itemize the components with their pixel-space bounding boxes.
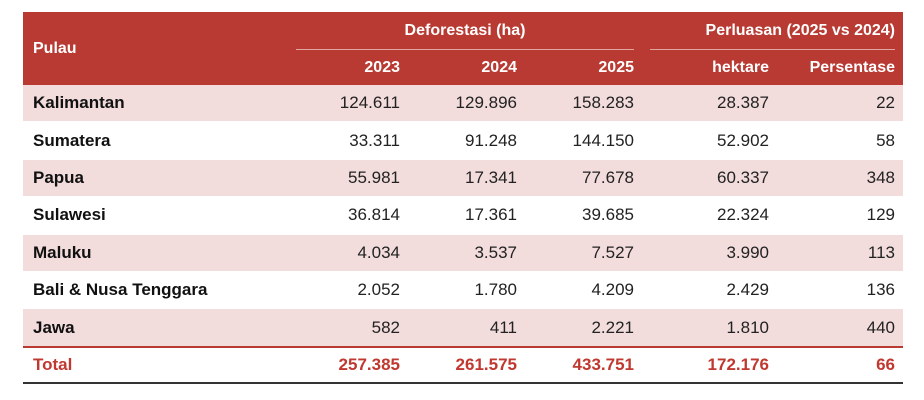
header-group-perluasan-label: Perluasan (2025 vs 2024) xyxy=(705,22,895,39)
cell-2025: 144.150 xyxy=(525,121,642,160)
header-group-deforestasi: Deforestasi (ha) xyxy=(288,12,642,50)
cell-2023: 55.981 xyxy=(288,159,408,198)
cell-2024: 1.780 xyxy=(408,271,525,310)
cell-2025: 158.283 xyxy=(525,85,642,123)
cell-2024: 129.896 xyxy=(408,85,525,123)
cell-pulau: Bali & Nusa Tenggara xyxy=(23,271,288,310)
cell-persentase: 58 xyxy=(777,121,903,160)
cell-2023: 582 xyxy=(288,308,408,348)
cell-pulau: Sulawesi xyxy=(23,196,288,235)
cell-2025: 77.678 xyxy=(525,159,642,198)
table-row: Maluku 4.034 3.537 7.527 3.990 113 xyxy=(23,234,903,272)
cell-persentase: 440 xyxy=(777,308,903,348)
cell-pulau: Kalimantan xyxy=(23,85,288,123)
cell-2024: 261.575 xyxy=(408,345,525,384)
cell-2023: 257.385 xyxy=(288,345,408,384)
cell-hektare: 22.324 xyxy=(642,196,777,235)
cell-persentase: 136 xyxy=(777,271,903,310)
cell-persentase: 113 xyxy=(777,234,903,272)
cell-hektare: 60.337 xyxy=(642,159,777,198)
cell-hektare: 172.176 xyxy=(642,345,777,384)
cell-hektare: 2.429 xyxy=(642,271,777,310)
cell-hektare: 28.387 xyxy=(642,85,777,123)
table-row: Bali & Nusa Tenggara 2.052 1.780 4.209 2… xyxy=(23,271,903,310)
header-col-2023: 2023 xyxy=(288,50,408,85)
cell-pulau: Total xyxy=(23,345,288,384)
cell-persentase: 129 xyxy=(777,196,903,235)
cell-2023: 36.814 xyxy=(288,196,408,235)
table-row: Papua 55.981 17.341 77.678 60.337 348 xyxy=(23,159,903,198)
cell-pulau: Jawa xyxy=(23,308,288,348)
cell-2024: 3.537 xyxy=(408,234,525,272)
cell-persentase: 348 xyxy=(777,159,903,198)
table-row: Kalimantan 124.611 129.896 158.283 28.38… xyxy=(23,85,903,123)
deforestation-table: Pulau Deforestasi (ha) Perluasan (2025 v… xyxy=(23,12,903,384)
header-row-columns: 2023 2024 2025 hektare Persentase xyxy=(23,50,903,85)
table-row: Sulawesi 36.814 17.361 39.685 22.324 129 xyxy=(23,196,903,235)
cell-persentase: 22 xyxy=(777,85,903,123)
table-header: Pulau Deforestasi (ha) Perluasan (2025 v… xyxy=(23,12,903,85)
header-col-2024: 2024 xyxy=(408,50,525,85)
cell-hektare: 1.810 xyxy=(642,308,777,348)
cell-2023: 4.034 xyxy=(288,234,408,272)
cell-2025: 433.751 xyxy=(525,345,642,384)
cell-2024: 411 xyxy=(408,308,525,348)
cell-2024: 91.248 xyxy=(408,121,525,160)
header-pulau: Pulau xyxy=(23,12,288,85)
cell-pulau: Papua xyxy=(23,159,288,198)
header-group-deforestasi-label: Deforestasi (ha) xyxy=(404,22,526,39)
header-col-2025: 2025 xyxy=(525,50,642,85)
table-body: Kalimantan 124.611 129.896 158.283 28.38… xyxy=(23,85,903,384)
header-group-perluasan: Perluasan (2025 vs 2024) xyxy=(642,12,903,50)
cell-pulau: Sumatera xyxy=(23,121,288,160)
cell-pulau: Maluku xyxy=(23,234,288,272)
cell-2024: 17.361 xyxy=(408,196,525,235)
deforestation-table-container: Pulau Deforestasi (ha) Perluasan (2025 v… xyxy=(23,12,903,384)
total-row: Total 257.385 261.575 433.751 172.176 66 xyxy=(23,345,903,384)
header-group-divider xyxy=(296,49,634,50)
cell-2025: 39.685 xyxy=(525,196,642,235)
header-col-hektare: hektare xyxy=(642,50,777,85)
cell-hektare: 3.990 xyxy=(642,234,777,272)
cell-2023: 2.052 xyxy=(288,271,408,310)
header-group-divider xyxy=(650,49,895,50)
cell-hektare: 52.902 xyxy=(642,121,777,160)
cell-persentase: 66 xyxy=(777,345,903,384)
cell-2023: 33.311 xyxy=(288,121,408,160)
cell-2023: 124.611 xyxy=(288,85,408,123)
cell-2024: 17.341 xyxy=(408,159,525,198)
cell-2025: 7.527 xyxy=(525,234,642,272)
cell-2025: 2.221 xyxy=(525,308,642,348)
table-row: Jawa 582 411 2.221 1.810 440 xyxy=(23,308,903,348)
table-row: Sumatera 33.311 91.248 144.150 52.902 58 xyxy=(23,121,903,160)
cell-2025: 4.209 xyxy=(525,271,642,310)
header-row-groups: Pulau Deforestasi (ha) Perluasan (2025 v… xyxy=(23,12,903,85)
header-col-persentase: Persentase xyxy=(777,50,903,85)
